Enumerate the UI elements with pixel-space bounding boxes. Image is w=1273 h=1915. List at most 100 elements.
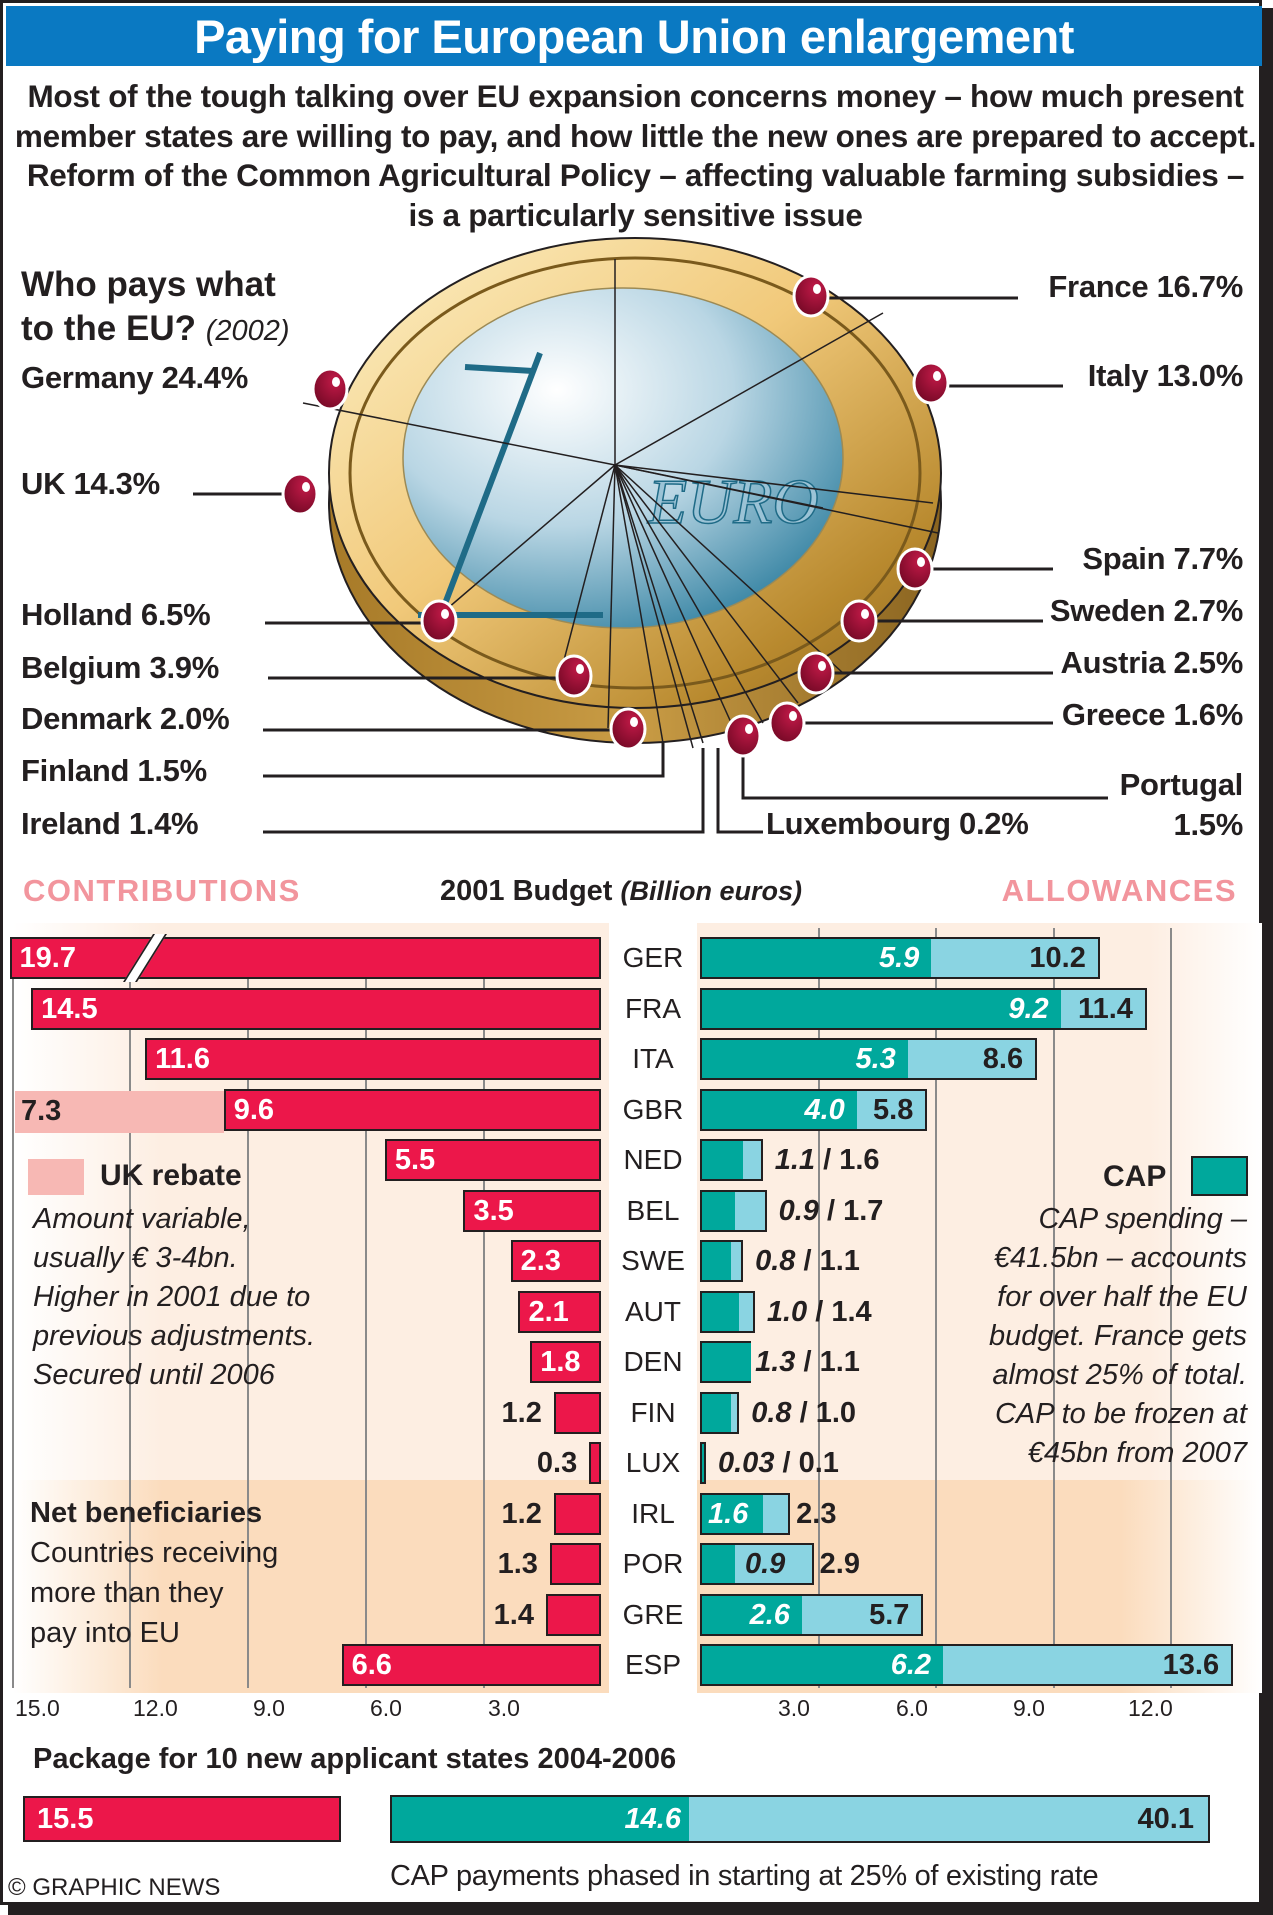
who-pays-line2: to the EU? (21, 309, 196, 348)
marker-portugal (724, 714, 762, 758)
allowance-value-pair: 1.0 / 1.4 (767, 1291, 872, 1333)
country-code: GER (609, 933, 697, 983)
marker-france (792, 274, 830, 318)
share-label-finland: Finland 1.5% (21, 753, 207, 788)
allowance-total-value: 1.4 (831, 1295, 872, 1328)
copyright-credit: © GRAPHIC NEWS (8, 1874, 221, 1901)
cap-note-line: budget. France gets (989, 1320, 1247, 1352)
marker-austria (797, 651, 835, 695)
cap-value: 0.8 (751, 1396, 792, 1429)
allowance-value-pair: 0.8 / 1.1 (755, 1240, 860, 1282)
contribution-value: 2.1 (528, 1295, 569, 1328)
country-code: IRL (609, 1488, 697, 1539)
country-code: ITA (609, 1034, 697, 1084)
allowance-total-value: 1.1 (819, 1245, 860, 1277)
leader-line-finland (263, 743, 665, 778)
uk-rebate-note-line: usually € 3-4bn. (33, 1242, 238, 1274)
marker-spain (896, 547, 934, 591)
left-tick-label: 6.0 (370, 1695, 402, 1721)
cap-note-line: CAP to be frozen at (994, 1398, 1247, 1430)
net-beneficiaries-line: more than they (30, 1577, 224, 1609)
net-beneficiaries-title: Net beneficiaries (30, 1497, 263, 1529)
contribution-value: 2.3 (520, 1245, 561, 1277)
contribution-bar (223, 1088, 601, 1131)
uk-rebate-title: UK rebate (100, 1159, 242, 1192)
allowance-total-value: 10.2 (1029, 942, 1086, 974)
frame-shadow (1262, 8, 1273, 1915)
country-code: GBR (609, 1084, 697, 1135)
coin-spoke (614, 312, 884, 466)
country-code: AUT (609, 1286, 697, 1337)
value-separator: / (818, 1194, 844, 1227)
coin-numeral-1 (464, 364, 534, 374)
uk-rebate-note-line: Amount variable, (33, 1203, 251, 1235)
frame-shadow (8, 1905, 1273, 1915)
contribution-value: 0.3 (536, 1447, 578, 1479)
rebate-bar: 7.3 (15, 1090, 224, 1133)
coin-spoke (557, 464, 616, 684)
contribution-value: 6.6 (351, 1649, 392, 1681)
contribution-bar (9, 937, 601, 979)
allowance-total-value: 0.1 (798, 1447, 839, 1479)
share-label-sweden: Sweden 2.7% (1049, 593, 1243, 628)
country-code: SWE (609, 1236, 697, 1286)
package-contribution-bar: 15.5 (23, 1796, 341, 1842)
coin-spoke (614, 464, 739, 739)
country-code: NED (609, 1135, 697, 1185)
cap-bar (700, 937, 932, 979)
cap-note-line: €41.5bn – accounts (993, 1242, 1247, 1274)
value-separator: / (791, 1396, 816, 1429)
allowance-value-pair: 1.1 / 1.6 (775, 1139, 880, 1181)
contribution-bar (518, 1290, 601, 1333)
cap-bar (700, 1290, 740, 1333)
contribution-value: 3.5 (473, 1194, 514, 1227)
country-code: GRE (609, 1589, 697, 1640)
left-tick-label: 12.0 (133, 1695, 178, 1721)
left-tick-label: 15.0 (15, 1695, 60, 1721)
contribution-bar (463, 1189, 601, 1232)
contribution-bar (145, 1038, 601, 1080)
package-title: Package for 10 new applicant states 2004… (33, 1743, 677, 1775)
contribution-value: 1.3 (497, 1548, 538, 1580)
cap-bar (700, 1543, 736, 1585)
right-gridline (1052, 928, 1055, 1688)
contribution-value: 1.8 (540, 1346, 581, 1378)
contribution-bar (31, 987, 601, 1030)
coin-spoke (302, 402, 616, 466)
who-pays-line1: Who pays what (21, 265, 276, 304)
coin-spoke (614, 464, 694, 749)
share-label-austria: Austria 2.5% (1060, 645, 1244, 680)
coin-spoke (614, 464, 934, 504)
right-tick-label: 6.0 (896, 1695, 928, 1721)
share-label-denmark: Denmark 2.0% (21, 701, 230, 736)
cap-bar (700, 1391, 732, 1434)
contribution-value: 1.2 (501, 1497, 542, 1530)
cap-bar (700, 1038, 908, 1080)
share-label-france: France 16.7% (1048, 269, 1243, 304)
uk-rebate-note-line: Higher in 2001 due to (33, 1281, 311, 1313)
contribution-bar (341, 1644, 601, 1686)
right-tick-label: 9.0 (1013, 1695, 1045, 1721)
allowance-total-value: 5.7 (869, 1598, 910, 1631)
country-code: POR (609, 1539, 697, 1589)
cap-bar (700, 987, 1061, 1030)
leader-line-portugal (741, 736, 1108, 800)
cap-note-line: CAP spending – (1038, 1203, 1247, 1235)
package-total-value: 40.1 (1137, 1803, 1194, 1835)
package-caption: CAP payments phased in starting at 25% o… (390, 1860, 1099, 1892)
net-beneficiaries-note: Net beneficiaries Countries receiving mo… (30, 1493, 278, 1653)
cap-value: 0.9 (778, 1194, 819, 1227)
contribution-value: 9.6 (233, 1093, 275, 1126)
share-label-belgium: Belgium 3.9% (21, 650, 219, 685)
country-code: FRA (609, 983, 697, 1034)
cap-value: 0.9 (745, 1548, 786, 1580)
right-tick-label: 12.0 (1128, 1695, 1173, 1721)
leader-line-luxembourg (716, 748, 763, 834)
cap-bar (700, 1492, 763, 1535)
allowance-value-pair: 0.8 / 1.0 (751, 1392, 856, 1434)
contribution-bar (553, 1492, 601, 1535)
package-cap-bar: 14.6 (390, 1795, 689, 1843)
uk-rebate-note: Amount variable, usually € 3-4bn. Higher… (33, 1200, 315, 1395)
marker-uk (281, 472, 319, 516)
